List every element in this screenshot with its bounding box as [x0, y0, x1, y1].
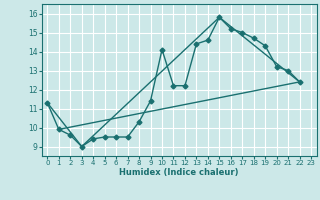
X-axis label: Humidex (Indice chaleur): Humidex (Indice chaleur) [119, 168, 239, 177]
